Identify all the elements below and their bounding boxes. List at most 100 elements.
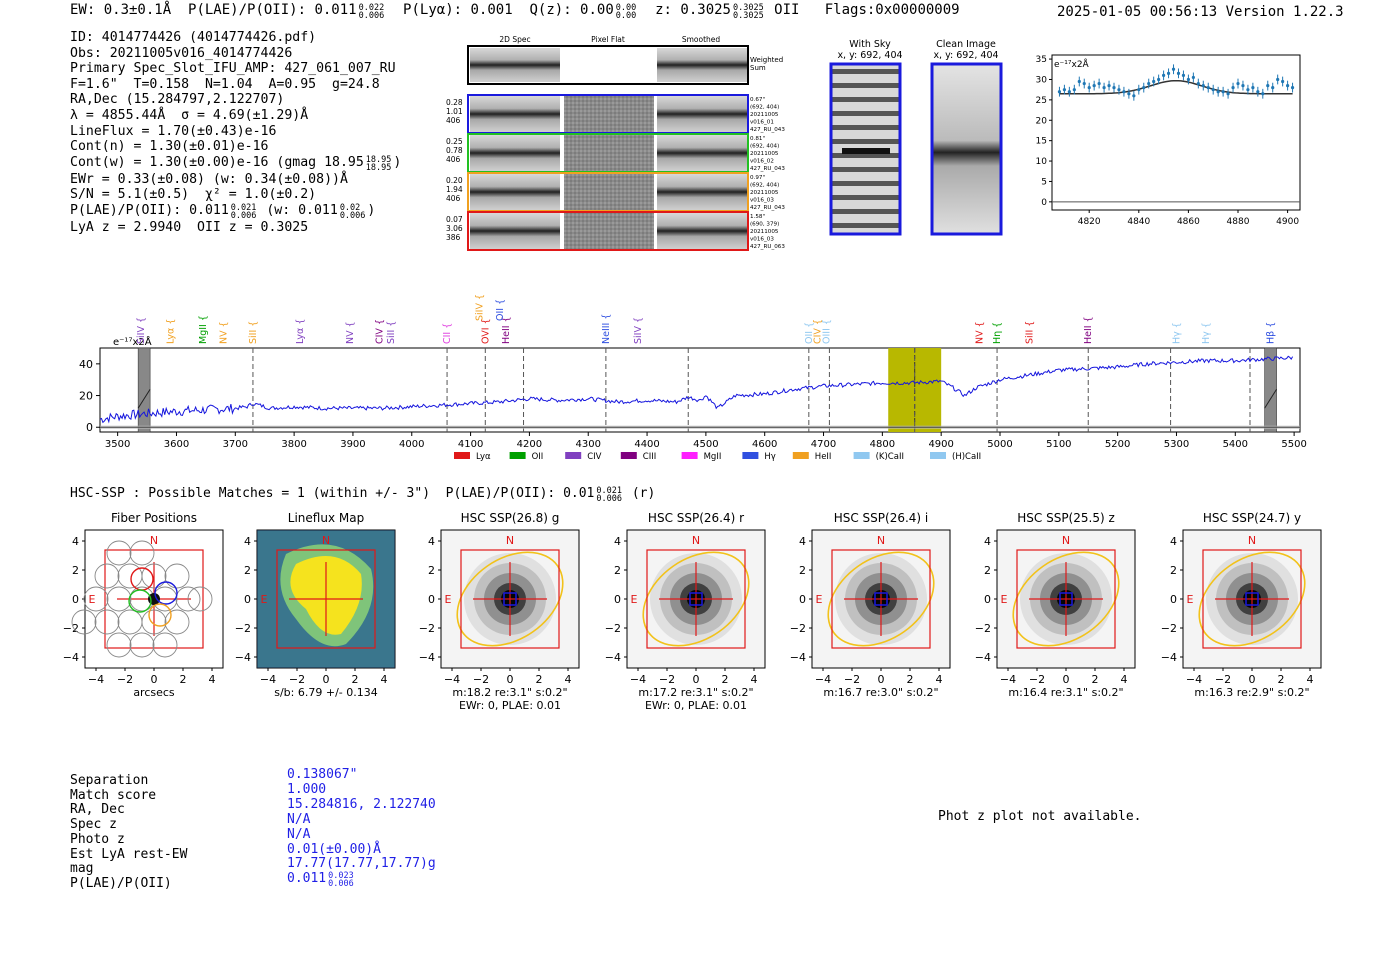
hsc-xtick-label: −2: [473, 673, 489, 686]
cutout-right-label: v016_03: [750, 237, 774, 243]
hsc-ytick-label: 2: [244, 564, 251, 577]
header-z-lo: 0.3025: [733, 12, 764, 20]
spectrum-xtick-label: 3900: [340, 439, 365, 450]
spectrum-line-label: SiII {: [386, 321, 397, 344]
spectrum-xtick-label: 5300: [1164, 439, 1189, 450]
info-plae-w: (w: 0.011: [266, 203, 337, 218]
zoom-point: [1246, 88, 1249, 91]
hsc-ytick-label: 0: [984, 593, 991, 606]
match-value: 15.284816, 2.122740: [287, 798, 436, 813]
spectrum-legend-swatch: [565, 452, 581, 459]
hsc-ytick-label: −4: [419, 651, 435, 664]
hsc-band: (r): [632, 486, 655, 501]
hsc-xtick-label: −2: [1029, 673, 1045, 686]
cutout-right-label: (692, 404): [750, 183, 779, 189]
cutout-right-label: 20211005: [750, 151, 779, 157]
zoom-point: [1197, 82, 1200, 85]
hsc-xtick-label: −4: [88, 673, 104, 686]
zoom-ytick-label: 15: [1036, 137, 1047, 147]
cutout-smoothed: [657, 96, 747, 132]
zoom-ytick-label: 5: [1041, 177, 1047, 187]
hsc-ytick-label: −2: [605, 622, 621, 635]
sky-clean-images: With Sky x, y: 692, 404 Clean Image x, y…: [822, 36, 1037, 241]
spectrum-legend-swatch: [854, 452, 870, 459]
zoom-xtick-label: 4840: [1127, 217, 1150, 227]
zoom-point: [1172, 68, 1175, 71]
hsc-caption: m:16.7 re:3.0" s:0.2": [823, 686, 938, 699]
hsc-caption-2: EWr: 0, PLAE: 0.01: [459, 699, 561, 712]
header-datetime: 2025-01-05 00:56:13: [1057, 4, 1217, 20]
with-sky-line-band: [842, 148, 890, 154]
zoom-point: [1083, 82, 1086, 85]
zoom-xtick-label: 4860: [1177, 217, 1200, 227]
cutout-left-label: 406: [446, 155, 461, 164]
zoom-ytick-label: 25: [1036, 96, 1047, 106]
hsc-caption: s/b: 6.79 +/- 0.134: [274, 686, 378, 699]
info-lyaz: LyA z = 2.9940 OII z = 0.3025: [70, 220, 401, 236]
hsc-panel-title: HSC SSP(26.8) g: [461, 511, 560, 525]
spectrum-xtick-label: 4200: [517, 439, 542, 450]
hsc-east-label: E: [816, 593, 823, 606]
cutout-right-label: 427_RU_043: [750, 127, 785, 133]
spectrum-xtick-label: 5400: [1223, 439, 1248, 450]
cutout-left-label: 1.01: [446, 107, 463, 116]
hsc-panel-title: HSC SSP(26.4) r: [648, 511, 744, 525]
spectrum-legend-swatch: [930, 452, 946, 459]
cutout-pixel-flat: [564, 174, 654, 210]
header-summary: EW: 0.3±0.1Å P(LAE)/P(OII): 0.0110.0220.…: [70, 2, 960, 20]
header-z-line: OII: [774, 2, 799, 18]
cutout-left-label: 406: [446, 194, 461, 203]
hsc-caption: m:18.2 re:3.1" s:0.2": [452, 686, 567, 699]
spectrum-legend-label: OII: [532, 452, 544, 462]
zoom-point: [1192, 76, 1195, 79]
zoom-xtick-label: 4880: [1227, 217, 1250, 227]
hsc-xtick-label: 2: [907, 673, 914, 686]
spectrum-line-label: SiIV {: [633, 317, 644, 344]
clean-image: [932, 64, 1001, 234]
spectrum-xtick-label: 4600: [752, 439, 777, 450]
cutout-right-label: 0.81": [750, 136, 765, 142]
hsc-ytick-label: 0: [614, 593, 621, 606]
hsc-xtick-label: 2: [352, 673, 359, 686]
hsc-ytick-label: −2: [419, 622, 435, 635]
zoom-ytick-label: 0: [1041, 198, 1047, 208]
hsc-xtick-label: 2: [536, 673, 543, 686]
cutout-smoothed: [657, 213, 747, 249]
hsc-ytick-label: 4: [984, 535, 991, 548]
spectrum-ytick-label: 40: [79, 358, 93, 371]
spectrum-line-label: Hγ {: [1171, 322, 1182, 344]
col-2d-spec: 2D Spec: [499, 35, 530, 44]
full-spectrum-chart: 0204035003600370038003900400041004200430…: [70, 268, 1330, 463]
hsc-ytick-label: 0: [428, 593, 435, 606]
weighted-sum-label-1: Weighted: [750, 56, 783, 64]
zoom-point: [1187, 78, 1190, 81]
col-pixel-flat: Pixel Flat: [591, 35, 625, 44]
hsc-xtick-label: 0: [151, 673, 158, 686]
info-contw-line: Cont(w) = 1.30(±0.00)e-16 (gmag 18.9518.…: [70, 155, 401, 172]
hsc-caption: m:16.4 re:3.1" s:0.2": [1008, 686, 1123, 699]
hsc-xtick-label: 4: [1121, 673, 1128, 686]
cutout-left-label: 0.07: [446, 215, 463, 224]
spectrum-legend-label: (H)CaII: [952, 452, 981, 462]
zoom-point: [1157, 78, 1160, 81]
weighted-sum-label-2: Sum: [750, 64, 766, 72]
hsc-xtick-label: 2: [180, 673, 187, 686]
hsc-xtick-label: 2: [1278, 673, 1285, 686]
detection-info: ID: 4014774426 (4014774426.pdf) Obs: 202…: [70, 30, 401, 236]
weighted-sum-smoothed: [657, 48, 747, 82]
cutout-right-label: 20211005: [750, 190, 779, 196]
spectrum-legend-swatch: [682, 452, 698, 459]
spectrum-line-label: NV {: [974, 321, 985, 344]
hsc-ytick-label: −4: [975, 651, 991, 664]
hsc-east-label: E: [89, 593, 96, 606]
info-plae: P(LAE)/P(OII): 0.011: [70, 203, 229, 218]
hsc-north-label: N: [322, 534, 330, 547]
hsc-caption: m:16.3 re:2.9" s:0.2": [1194, 686, 1309, 699]
spectrum-xtick-label: 5500: [1281, 439, 1306, 450]
spectrum-line-label: OIII {: [821, 319, 832, 344]
hsc-xtick-label: 0: [1063, 673, 1070, 686]
zoom-point: [1102, 86, 1105, 89]
hsc-ytick-label: 2: [1170, 564, 1177, 577]
match-value-plae: 0.0110.0230.006: [287, 872, 436, 888]
spectrum-xtick-label: 4100: [458, 439, 483, 450]
